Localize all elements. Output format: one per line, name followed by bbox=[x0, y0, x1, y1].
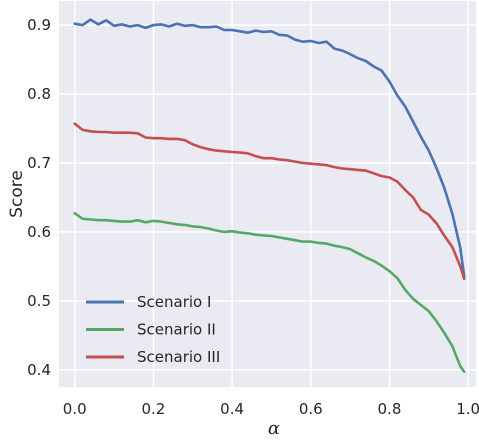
series-line-3 bbox=[73, 122, 466, 281]
y-tick-label: 0.5 bbox=[27, 292, 51, 310]
series-line-2 bbox=[73, 212, 466, 374]
legend: Scenario I Scenario II Scenario III bbox=[86, 293, 220, 366]
x-tick-label: 0.4 bbox=[220, 400, 244, 418]
y-tick-label: 0.9 bbox=[27, 16, 51, 34]
x-tick-label: 0.2 bbox=[141, 400, 165, 418]
y-tick-label: 0.4 bbox=[27, 361, 51, 379]
y-tick-label: 0.8 bbox=[27, 85, 51, 103]
y-tick-label: 0.7 bbox=[27, 154, 51, 172]
x-tick-label: 0.6 bbox=[299, 400, 323, 418]
x-tick-label: 0.0 bbox=[63, 400, 87, 418]
legend-label-2: Scenario II bbox=[137, 321, 216, 339]
series-layer bbox=[73, 18, 466, 374]
x-tick-label: 0.8 bbox=[378, 400, 402, 418]
plot-background bbox=[59, 1, 476, 387]
y-tick-label: 0.6 bbox=[27, 223, 51, 241]
grid-lines bbox=[59, 1, 476, 387]
series-line-1 bbox=[73, 18, 466, 279]
y-axis-ticks: 0.4 0.5 0.6 0.7 0.8 0.9 bbox=[27, 16, 51, 379]
x-axis-ticks: 0.0 0.2 0.4 0.6 0.8 1.0 bbox=[63, 400, 479, 418]
x-axis-label: α bbox=[268, 418, 280, 439]
x-tick-label: 1.0 bbox=[456, 400, 479, 418]
legend-label-1: Scenario I bbox=[137, 293, 211, 311]
y-axis-label: Score bbox=[7, 170, 27, 218]
legend-label-3: Scenario III bbox=[137, 348, 220, 366]
